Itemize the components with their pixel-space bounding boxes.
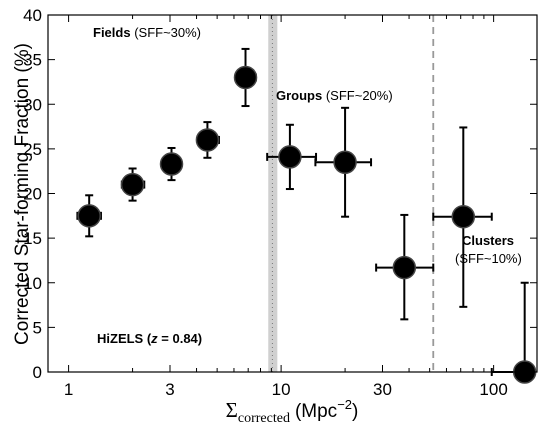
annotation-hizels-z: z — [150, 331, 158, 346]
annotation-fields: Fields (SFF~30%) — [93, 25, 201, 40]
x-axis-label-unit: (Mpc — [295, 401, 337, 422]
y-tick-label-8: 40 — [23, 6, 42, 25]
annotation-groups: Groups (SFF~20%) — [276, 88, 393, 103]
annotation-hizels: HiZELS (z = 0.84) — [97, 331, 202, 346]
y-tick-label-7: 35 — [23, 51, 42, 70]
y-tick-label-2: 10 — [23, 274, 42, 293]
annotation-clusters-sff: (SFF~10%) — [455, 251, 522, 266]
axis-ticks — [48, 14, 537, 373]
data-point-4 — [233, 65, 258, 90]
x-axis-label: Σcorrected (Mpc−2) — [226, 397, 359, 426]
x-tick-label-3: 30 — [373, 380, 392, 399]
x-axis-label-exponent: −2 — [337, 397, 352, 412]
annotation-hizels-value: = 0.84) — [158, 331, 202, 346]
annotation-fields-bold: Fields — [93, 25, 131, 40]
annotation-clusters: Clusters — [462, 233, 514, 248]
y-tick-label-3: 15 — [23, 229, 42, 248]
x-tick-label-0: 1 — [64, 380, 73, 399]
data-point-1 — [120, 172, 145, 197]
data-point-7 — [392, 255, 417, 280]
x-tick-label-1: 3 — [165, 380, 174, 399]
y-tick-label-1: 5 — [33, 318, 42, 337]
x-tick-labels: 1 3 10 30 100 — [64, 380, 508, 399]
x-axis-label-close: ) — [352, 401, 358, 422]
data-point-5 — [278, 145, 302, 169]
x-tick-label-4: 100 — [479, 380, 507, 399]
y-tick-label-0: 0 — [33, 363, 42, 382]
data-markers — [77, 65, 537, 384]
annotation-groups-bold: Groups — [276, 88, 322, 103]
x-axis-label-symbol: Σ — [226, 398, 238, 422]
annotation-hizels-name: HiZELS ( — [97, 331, 152, 346]
y-tick-label-5: 25 — [23, 140, 42, 159]
data-point-0 — [77, 204, 101, 228]
data-point-2 — [159, 152, 184, 176]
data-point-3 — [195, 128, 220, 152]
y-axis-label: Corrected Star-forming Fraction (%) — [12, 43, 33, 345]
x-axis-label-subscript: corrected — [238, 411, 290, 426]
y-tick-label-6: 30 — [23, 95, 42, 114]
shaded-band — [268, 15, 278, 372]
y-tick-label-4: 20 — [23, 185, 42, 204]
data-point-6 — [333, 150, 357, 175]
reference-lines — [268, 15, 435, 372]
x-tick-label-2: 10 — [272, 380, 291, 399]
annotation-fields-sff: (SFF~30%) — [131, 25, 201, 40]
data-point-8 — [451, 204, 476, 229]
annotation-groups-sff: (SFF~20%) — [322, 88, 392, 103]
y-tick-labels: 0 5 10 15 20 25 30 35 40 — [23, 6, 42, 382]
